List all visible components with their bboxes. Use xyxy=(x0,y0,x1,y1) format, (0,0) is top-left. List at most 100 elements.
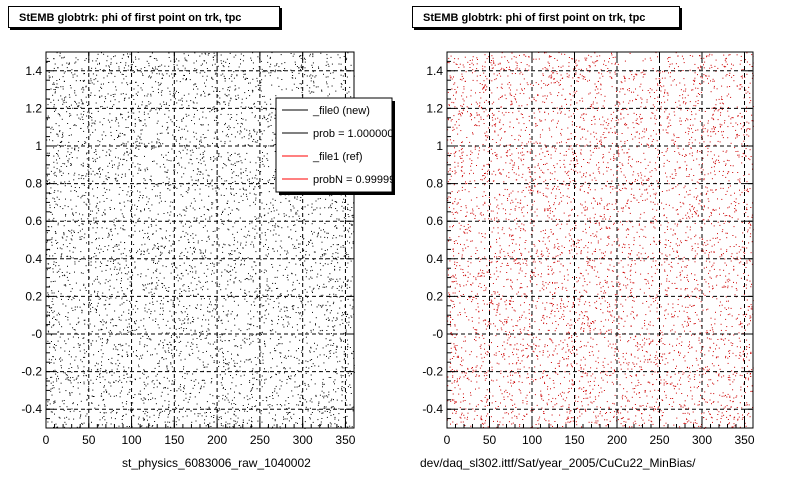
data-point xyxy=(190,322,192,324)
data-point xyxy=(248,134,250,136)
data-point xyxy=(256,232,258,234)
data-point xyxy=(165,387,166,389)
data-point xyxy=(157,247,159,249)
data-point xyxy=(102,169,104,171)
data-point xyxy=(159,65,161,67)
data-point xyxy=(301,350,303,352)
data-point xyxy=(186,256,188,258)
data-point xyxy=(312,71,314,73)
data-point xyxy=(53,58,55,60)
data-point xyxy=(141,129,143,131)
data-point xyxy=(47,330,49,332)
data-point xyxy=(168,400,170,402)
data-point xyxy=(153,260,155,262)
data-point xyxy=(193,136,195,138)
data-point xyxy=(185,410,187,412)
data-point xyxy=(138,393,140,395)
data-point xyxy=(291,273,293,275)
data-point xyxy=(66,62,68,64)
data-point xyxy=(48,312,50,314)
data-point xyxy=(121,386,123,388)
data-point xyxy=(305,366,307,368)
data-point xyxy=(112,247,114,248)
data-point xyxy=(115,173,117,175)
data-point xyxy=(305,360,307,362)
data-point xyxy=(55,232,56,234)
data-point xyxy=(319,207,321,209)
data-point xyxy=(79,417,81,419)
data-point xyxy=(70,185,72,187)
data-point xyxy=(52,298,54,300)
data-point xyxy=(109,382,111,384)
data-point xyxy=(203,137,205,139)
data-point xyxy=(89,82,91,84)
data-point xyxy=(121,272,123,274)
data-point xyxy=(209,93,211,95)
data-point xyxy=(196,258,198,260)
data-point xyxy=(200,287,202,289)
data-point xyxy=(107,172,109,174)
data-point xyxy=(334,383,335,385)
data-point xyxy=(217,238,219,240)
data-point xyxy=(82,103,84,105)
data-point xyxy=(223,362,225,364)
data-point xyxy=(146,377,147,379)
data-point xyxy=(349,347,351,348)
data-point xyxy=(69,250,71,252)
data-point xyxy=(87,339,89,341)
data-point xyxy=(60,142,62,143)
data-point xyxy=(60,170,62,172)
data-point xyxy=(123,201,125,203)
data-point xyxy=(234,250,236,252)
data-point xyxy=(288,375,289,377)
data-point xyxy=(69,393,71,395)
data-point xyxy=(59,206,61,208)
data-point xyxy=(223,223,225,225)
data-point xyxy=(185,290,187,292)
data-point xyxy=(220,382,222,384)
data-point xyxy=(227,423,229,425)
data-point xyxy=(276,64,277,66)
data-point xyxy=(116,268,118,270)
data-point xyxy=(129,284,131,286)
data-point xyxy=(237,144,239,146)
data-point xyxy=(338,244,339,246)
data-point xyxy=(158,248,159,250)
data-point xyxy=(132,162,134,164)
data-point xyxy=(262,359,264,361)
data-point xyxy=(75,212,77,214)
data-point xyxy=(202,289,203,291)
data-point xyxy=(208,303,210,305)
data-point xyxy=(277,297,279,299)
data-point xyxy=(96,157,98,159)
data-point xyxy=(200,216,202,217)
data-point xyxy=(214,304,216,306)
data-point xyxy=(276,392,278,394)
data-point xyxy=(160,143,161,145)
data-point xyxy=(225,358,226,360)
data-point xyxy=(125,295,127,297)
data-point xyxy=(203,156,205,158)
data-point xyxy=(244,158,246,160)
data-point xyxy=(90,78,92,80)
data-point xyxy=(257,170,259,171)
data-point xyxy=(192,233,194,235)
data-point xyxy=(114,55,116,57)
data-point xyxy=(337,280,339,282)
data-point xyxy=(347,346,349,348)
data-point xyxy=(99,156,101,158)
data-point xyxy=(84,352,86,354)
data-point xyxy=(301,91,303,93)
data-point xyxy=(181,312,183,314)
data-point xyxy=(54,174,56,176)
data-point xyxy=(272,329,274,331)
data-point xyxy=(151,141,153,143)
data-point xyxy=(231,80,233,82)
data-point xyxy=(230,212,231,214)
data-point xyxy=(275,373,277,375)
data-point xyxy=(73,230,75,232)
data-point xyxy=(53,426,54,428)
data-point xyxy=(64,185,66,187)
data-point xyxy=(138,167,140,169)
data-point xyxy=(208,195,210,197)
